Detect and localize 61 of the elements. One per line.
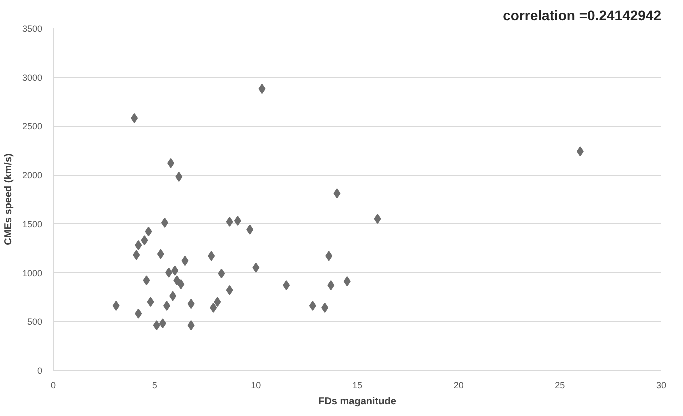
point <box>159 318 166 329</box>
point <box>234 216 242 226</box>
x-tick-label: 10 <box>251 380 262 390</box>
x-tick-label: 20 <box>454 380 464 390</box>
point <box>168 158 175 168</box>
point <box>143 276 150 286</box>
y-tick-label: 0 <box>37 366 43 376</box>
point <box>141 236 148 246</box>
point <box>283 280 290 290</box>
point <box>309 301 316 312</box>
point <box>178 280 185 290</box>
point <box>344 276 351 287</box>
point <box>322 302 329 313</box>
point <box>576 146 584 157</box>
x-tick-label: 5 <box>152 380 158 390</box>
point <box>214 297 222 308</box>
point <box>326 251 333 262</box>
point <box>226 216 234 227</box>
x-tick-label: 30 <box>656 380 667 390</box>
point <box>208 251 216 262</box>
point <box>328 280 335 290</box>
point <box>258 84 266 94</box>
point <box>374 214 382 224</box>
point <box>188 320 195 331</box>
point <box>135 308 142 319</box>
point <box>131 113 138 124</box>
point <box>174 276 181 286</box>
y-tick-label: 2000 <box>22 170 43 181</box>
point <box>182 256 189 266</box>
point <box>112 301 120 312</box>
point <box>176 172 183 182</box>
point <box>172 266 179 276</box>
point <box>210 302 218 313</box>
point <box>334 188 341 199</box>
y-tick-label: 3500 <box>22 24 43 34</box>
x-axis-title: FDs maganitude <box>318 396 397 408</box>
point <box>157 249 164 260</box>
point <box>133 250 140 260</box>
point <box>188 299 195 310</box>
point <box>252 262 260 273</box>
x-tick-label: 15 <box>352 380 363 390</box>
point <box>145 226 152 237</box>
point <box>135 240 142 250</box>
point <box>218 268 226 279</box>
y-tick-label: 1000 <box>22 268 43 278</box>
point <box>170 291 177 302</box>
y-tick-label: 1500 <box>22 219 43 230</box>
y-tick-label: 2500 <box>22 122 43 132</box>
y-axis-title: CMEs speed (km/s) <box>3 154 14 246</box>
text: correlation =0.24142942 <box>503 8 662 24</box>
point <box>161 218 168 228</box>
x-tick-label: 0 <box>50 380 56 390</box>
y-tick-label: 500 <box>27 317 43 328</box>
point <box>147 297 154 308</box>
point <box>226 285 234 296</box>
x-tick-label: 25 <box>555 380 566 390</box>
point <box>246 224 254 235</box>
point <box>153 320 160 331</box>
y-tick-label: 3000 <box>22 72 43 83</box>
point <box>166 268 173 278</box>
point <box>163 301 170 312</box>
